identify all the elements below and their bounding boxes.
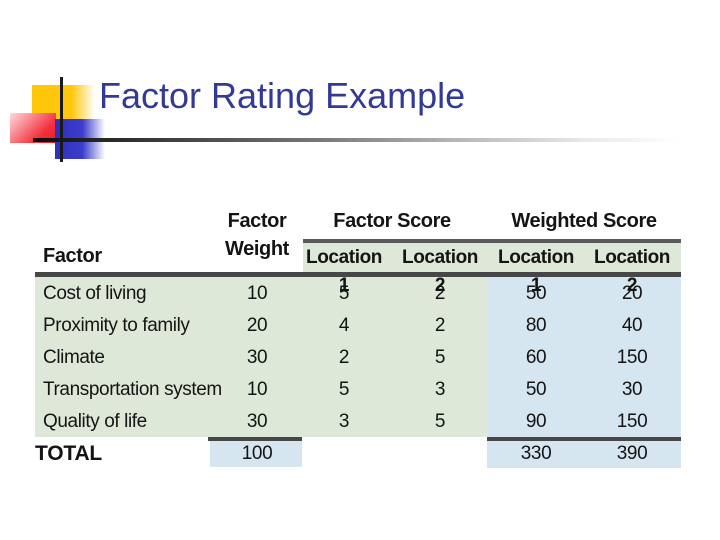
- decoration-vertical-line: [60, 77, 63, 162]
- factor-name: Quality of life: [43, 411, 147, 432]
- loc1-score-value: 5: [338, 283, 350, 304]
- loc1-score-value: 4: [338, 315, 350, 336]
- column-header-factor-weight-line1: Factor: [227, 210, 287, 232]
- column-header-fs-location2: Location 2: [402, 247, 478, 296]
- table-row: Quality of life 30 3 5 90 150: [0, 406, 720, 438]
- total-loc1-weighted-value: 330: [520, 443, 552, 464]
- location-header-row: Location 1 Location 2 Location 1 Locatio…: [0, 244, 720, 296]
- factor-name: Climate: [43, 347, 105, 368]
- column-header-fs-location1: Location 1: [306, 247, 382, 296]
- location-header-shading: [303, 243, 681, 272]
- page-title: Factor Rating Example: [99, 75, 466, 116]
- table-row: Cost of living 10 5 2 50 20: [0, 278, 720, 310]
- table-total-row: TOTAL 100 330 390: [0, 440, 720, 468]
- factor-weight-value: 10: [246, 283, 268, 304]
- factor-weight-value: 10: [246, 379, 268, 400]
- column-header-ws-location1: Location 1: [498, 247, 574, 296]
- table-row: Climate 30 2 5 60 150: [0, 342, 720, 374]
- total-weight-value: 100: [241, 443, 273, 464]
- column-header-factor: Factor: [43, 245, 102, 267]
- loc1-weighted-value: 60: [525, 347, 547, 368]
- factor-score-shading: [35, 277, 487, 437]
- loc1-weighted-value: 50: [525, 283, 547, 304]
- loc1-score-value: 3: [338, 411, 350, 432]
- loc2-score-value: 2: [434, 315, 446, 336]
- table-row: Proximity to family 20 4 2 80 40: [0, 310, 720, 342]
- weight-total-rule: [208, 437, 302, 441]
- total-label: TOTAL: [35, 442, 103, 465]
- weight-total-box: [210, 441, 302, 467]
- weighted-score-shading: [487, 277, 681, 468]
- loc1-score-value: 5: [338, 379, 350, 400]
- loc1-weighted-value: 50: [525, 379, 547, 400]
- factor-name: Cost of living: [43, 283, 147, 304]
- loc1-weighted-value: 90: [525, 411, 547, 432]
- loc2-weighted-value: 150: [616, 347, 648, 368]
- header-row-rule: [35, 272, 681, 277]
- score-header-rule: [303, 239, 681, 243]
- factor-weight-value: 20: [246, 315, 268, 336]
- weighted-total-rule: [487, 437, 681, 441]
- factor-name: Proximity to family: [43, 315, 190, 336]
- loc2-score-value: 5: [434, 347, 446, 368]
- factor-name: Transportation system: [43, 379, 222, 400]
- column-header-factor-weight-line2: Weight: [225, 238, 289, 260]
- factor-weight-value: 30: [246, 411, 268, 432]
- loc2-weighted-value: 20: [621, 283, 643, 304]
- total-loc2-weighted-value: 390: [616, 443, 648, 464]
- loc2-weighted-value: 40: [621, 315, 643, 336]
- loc2-score-value: 2: [434, 283, 446, 304]
- loc2-score-value: 3: [434, 379, 446, 400]
- loc2-weighted-value: 150: [616, 411, 648, 432]
- table-row: Transportation system 10 5 3 50 30: [0, 374, 720, 406]
- loc1-weighted-value: 80: [525, 315, 547, 336]
- column-group-factor-score: Factor Score: [333, 210, 451, 232]
- column-group-weighted-score: Weighted Score: [511, 210, 657, 232]
- column-header-factor-weight: Factor Weight: [212, 207, 302, 263]
- loc2-score-value: 5: [434, 411, 446, 432]
- loc1-score-value: 2: [338, 347, 350, 368]
- loc2-weighted-value: 30: [621, 379, 643, 400]
- column-header-ws-location2: Location 2: [594, 247, 670, 296]
- title-underline-rule: [33, 138, 680, 142]
- factor-weight-value: 30: [246, 347, 268, 368]
